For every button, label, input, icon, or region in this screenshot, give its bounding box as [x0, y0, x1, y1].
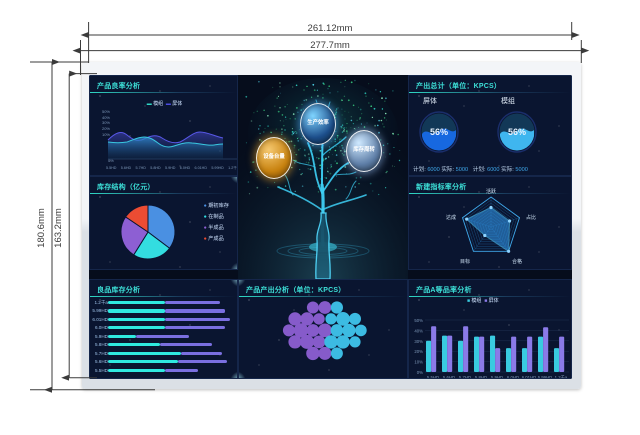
svg-text:163.2mm: 163.2mm [53, 208, 64, 248]
svg-text:277.7mm: 277.7mm [310, 40, 350, 51]
svg-text:261.12mm: 261.12mm [308, 23, 353, 34]
svg-text:180.6mm: 180.6mm [36, 208, 47, 248]
